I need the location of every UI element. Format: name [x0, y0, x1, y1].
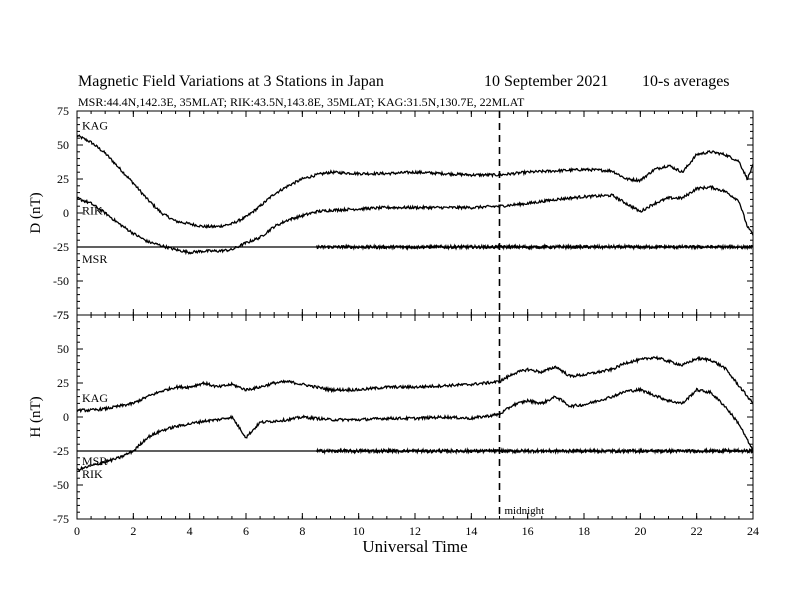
d-series-rik	[76, 184, 754, 256]
d-ytick-label: 75	[57, 104, 69, 118]
d-series-kag	[76, 134, 754, 229]
h-xtick-label: 14	[465, 524, 477, 538]
h-ytick-label: -25	[53, 444, 69, 458]
h-xtick-label: 4	[187, 524, 193, 538]
h-xtick-label: 24	[747, 524, 759, 538]
d-label-kag: KAG	[82, 118, 108, 132]
h-ytick-label: 50	[57, 342, 69, 356]
h-xtick-label: 8	[299, 524, 305, 538]
d-ytick-label: 0	[63, 206, 69, 220]
h-xtick-label: 2	[130, 524, 136, 538]
h-label-kag: KAG	[82, 391, 108, 405]
averaging-label: 10-s averages	[642, 73, 730, 90]
d-ytick-label: 50	[57, 138, 69, 152]
d-ytick-label: -50	[53, 274, 69, 288]
d-ytick-label: -75	[53, 308, 69, 322]
h-ytick-label: -75	[53, 512, 69, 526]
d-label-rik: RIK	[82, 204, 103, 218]
h-xtick-label: 20	[634, 524, 646, 538]
h-ytick-label: -50	[53, 478, 69, 492]
x-axis-label: Universal Time	[362, 537, 467, 556]
d-y-axis-label: D (nT)	[28, 192, 44, 233]
midnight-label: midnight	[505, 505, 545, 517]
h-ytick-label: 0	[63, 410, 69, 424]
d-label-msr: MSR	[82, 252, 107, 266]
h-label-msr: MSR	[82, 454, 107, 468]
h-xtick-label: 0	[74, 524, 80, 538]
h-xtick-label: 6	[243, 524, 249, 538]
h-label-rik: RIK	[82, 467, 103, 481]
h-xtick-label: 10	[353, 524, 365, 538]
h-series-msr	[316, 446, 754, 455]
h-xtick-label: 16	[522, 524, 534, 538]
h-ytick-label: 75	[57, 308, 69, 322]
chart-date: 10 September 2021	[484, 73, 609, 90]
h-series-rik	[76, 386, 754, 472]
h-xtick-label: 18	[578, 524, 590, 538]
h-series-kag	[76, 355, 754, 414]
d-series-msr	[316, 242, 754, 251]
h-xtick-label: 12	[409, 524, 421, 538]
d-ytick-label: 25	[57, 172, 69, 186]
h-y-axis-label: H (nT)	[28, 396, 44, 437]
h-panel-frame	[76, 314, 754, 520]
h-ytick-label: 25	[57, 376, 69, 390]
d-panel-frame	[76, 110, 754, 316]
chart-title: Magnetic Field Variations at 3 Stations …	[78, 73, 384, 90]
d-ytick-label: -25	[53, 240, 69, 254]
station-info: MSR:44.4N,142.3E, 35MLAT; RIK:43.5N,143.…	[78, 95, 525, 109]
h-xtick-label: 22	[691, 524, 703, 538]
